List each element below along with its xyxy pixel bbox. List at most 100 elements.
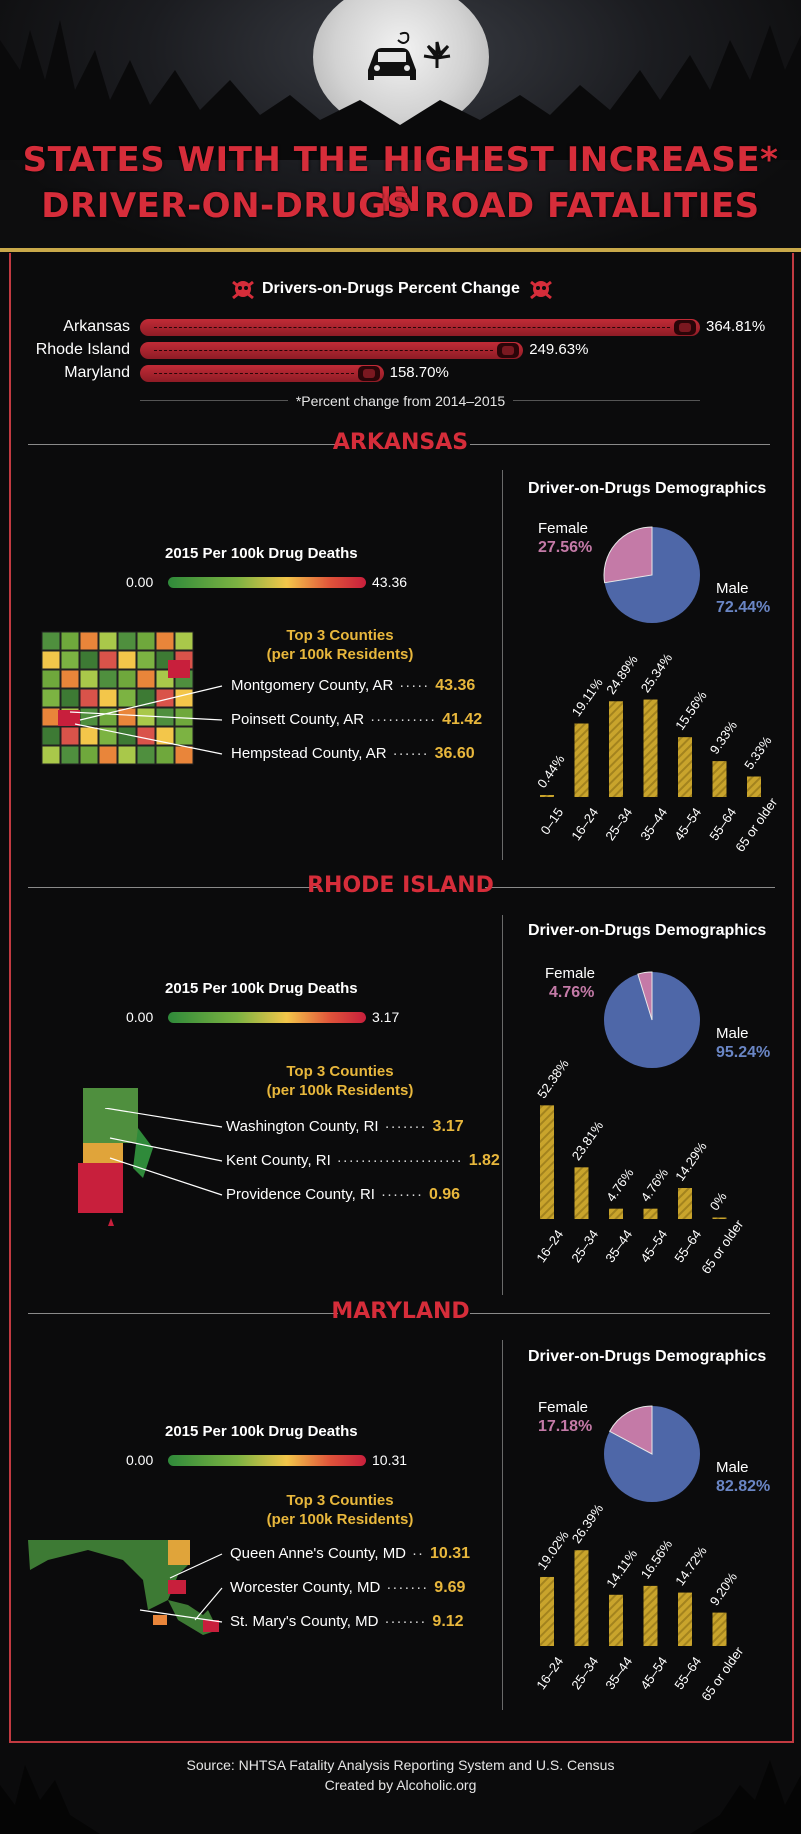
age-bar-chart: 52.38%23.81%4.76% 4.76%14.29%0%: [534, 1056, 730, 1219]
highlight-county: [58, 710, 80, 726]
counties-title: Top 3 Counties: [286, 1492, 394, 1509]
section-rule-right: [470, 444, 770, 445]
pie-slice-female: [637, 971, 653, 1021]
age-bar-value: 24.89%: [603, 652, 641, 697]
county-cell: [117, 650, 137, 670]
female-label: Female: [538, 1399, 589, 1416]
age-bar: [609, 701, 623, 797]
age-bar-value: 5.33%: [741, 733, 775, 772]
county-cell: [41, 726, 61, 746]
county-cell: [155, 745, 175, 765]
county-leader-dots: ······: [392, 745, 429, 762]
age-bar-value: 4.76%: [638, 1165, 672, 1204]
state-map-md: [28, 1540, 219, 1635]
female-label: Female: [538, 520, 589, 537]
providence-shape: [83, 1088, 138, 1143]
age-bar: [712, 1217, 727, 1219]
percent-bar-label: Maryland: [64, 364, 130, 381]
county-row: Providence County, RI ······· 0.96: [226, 1186, 460, 1204]
section-rule-right: [485, 887, 775, 888]
legend-max: 3.17: [372, 1009, 400, 1025]
counties-subtitle: (per 100k Residents): [266, 1511, 414, 1528]
county-cell: [79, 688, 99, 708]
county-row: Poinsett County, AR ··········· 41.42: [231, 711, 482, 729]
county-leader-dots: ···········: [370, 711, 437, 728]
age-bar-value: 15.56%: [672, 688, 710, 733]
demographics-title: Driver-on-Drugs Demographics: [528, 922, 767, 939]
county-value: 41.42: [442, 711, 483, 728]
leader-line: [109, 1157, 223, 1196]
county-row: Queen Anne's County, MD ·· 10.31: [230, 1545, 470, 1563]
county-value: 9.69: [434, 1579, 466, 1596]
age-bar-value: 14.29%: [672, 1139, 710, 1184]
skull-crossbones-icon: [232, 280, 254, 300]
age-bar-value: 19.11%: [569, 675, 606, 719]
county-cell: [60, 631, 80, 651]
county-value: 36.60: [434, 745, 475, 762]
washington-shape: [78, 1163, 123, 1213]
county-name: Providence County, RI: [226, 1186, 375, 1203]
county-leader-lines: [104, 1108, 223, 1196]
county-name: Worcester County, MD: [230, 1579, 381, 1596]
legend-max: 43.36: [372, 574, 408, 590]
age-bar: [643, 1585, 658, 1646]
percent-change-note-text: *Percent change from 2014–2015: [287, 393, 514, 409]
county-row: Worcester County, MD ······· 9.69: [230, 1579, 465, 1597]
county-cell: [60, 669, 80, 689]
county-name: Washington County, RI: [226, 1118, 379, 1135]
county-row: Washington County, RI ······· 3.17: [226, 1118, 464, 1136]
car-icon: [368, 31, 416, 80]
gender-pie-chart: [604, 971, 700, 1068]
leader-line: [139, 1609, 223, 1623]
age-bar-value: 14.11%: [603, 1546, 640, 1590]
county-value: 9.12: [432, 1613, 464, 1630]
newport-shape: [133, 1128, 153, 1178]
county-cell: [155, 631, 175, 651]
leader-line: [104, 1108, 223, 1128]
county-value: 1.82: [468, 1152, 500, 1169]
county-leader-lines: [139, 1553, 223, 1623]
percent-change-note: *Percent change from 2014–2015: [0, 393, 801, 409]
section-rule-left: [28, 1313, 338, 1314]
county-leader-dots: ·····················: [336, 1152, 463, 1169]
legend-gradient-bar: [168, 1012, 366, 1023]
highlight-county: [168, 1580, 186, 1594]
legend-title: 2015 Per 100k Drug Deaths: [165, 980, 358, 997]
female-percent: 27.56%: [538, 539, 593, 556]
age-bar-value: 26.39%: [569, 1501, 607, 1546]
county-value: 3.17: [432, 1118, 464, 1135]
female-percent: 4.76%: [549, 984, 595, 1001]
legend-min: 0.00: [126, 1452, 154, 1468]
legend-gradient-bar: [168, 577, 366, 588]
county-row: Hempstead County, AR ······ 36.60: [231, 745, 475, 763]
county-cell: [136, 631, 156, 651]
county-cell: [117, 707, 137, 727]
page-title-line-1: STATES WITH THE HIGHEST INCREASE* IN: [22, 140, 779, 220]
county-value: 43.36: [435, 677, 476, 694]
percent-bar-value: 249.63%: [529, 341, 589, 358]
header-banner: STATES WITH THE HIGHEST INCREASE* IN DRI…: [0, 0, 801, 250]
county-cell: [117, 688, 137, 708]
block-island-shape: [108, 1218, 114, 1226]
age-bar: [678, 1187, 692, 1219]
age-bar-value: 19.02%: [534, 1528, 572, 1573]
age-bar: [574, 1550, 589, 1646]
county-name: Hempstead County, AR: [231, 745, 387, 762]
legend-min: 0.00: [126, 574, 154, 590]
county-value: 0.96: [428, 1186, 461, 1203]
county-cell: [174, 631, 194, 651]
male-label: Male: [716, 1459, 749, 1476]
county-leader-dots: ·······: [386, 1579, 429, 1596]
counties-title: Top 3 Counties: [286, 1063, 394, 1080]
county-row: Kent County, RI ····················· 1.82: [226, 1152, 500, 1170]
percent-bar: [140, 342, 524, 359]
male-percent: 95.24%: [716, 1044, 771, 1061]
county-row: St. Mary's County, MD ······· 9.12: [230, 1613, 464, 1631]
leader-line: [169, 1553, 223, 1579]
percent-change-title: Drivers-on-Drugs Percent Change: [262, 280, 520, 297]
county-cell: [117, 745, 137, 765]
male-label: Male: [716, 1025, 749, 1042]
highlight-county: [153, 1615, 167, 1625]
leader-line: [194, 1587, 223, 1621]
page-title-line-2: DRIVER-ON-DRUGS ROAD FATALITIES: [41, 186, 760, 226]
